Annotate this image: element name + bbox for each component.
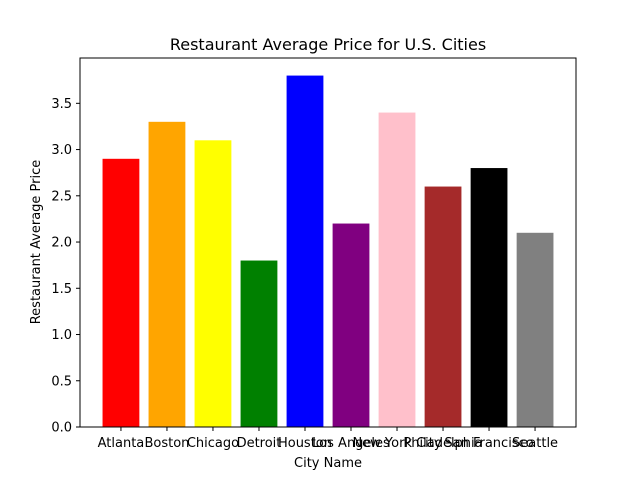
x-tick-label: Houston [278, 436, 332, 451]
x-tick-label: Detroit [237, 436, 282, 451]
y-tick-label: 3.5 [51, 97, 72, 112]
bar [470, 168, 508, 428]
x-tick-label: Atlanta [98, 436, 145, 451]
bar [378, 112, 416, 428]
bars-group [102, 75, 554, 428]
bar [102, 158, 140, 427]
bar [148, 121, 186, 428]
y-tick-label: 1.5 [51, 282, 72, 297]
y-tick-label: 2.0 [51, 236, 72, 251]
y-tick-label: 1.0 [51, 328, 72, 343]
bar [286, 75, 324, 428]
x-tick-label: Seattle [512, 436, 558, 451]
bar [332, 223, 370, 427]
y-axis: 0.0 0.5 1.0 1.5 2.0 2.5 3.0 3.5 [51, 97, 80, 436]
x-tick-label: Boston [144, 436, 189, 451]
x-axis-label: City Name [294, 456, 362, 471]
chart-title: Restaurant Average Price for U.S. Cities [170, 35, 486, 54]
x-tick-label: Los Angeles [312, 436, 390, 451]
x-tick-label: New York City [352, 436, 441, 451]
bar [240, 260, 278, 427]
x-tick-label: Philadelphia [403, 436, 482, 451]
y-tick-label: 2.5 [51, 189, 72, 204]
bar [194, 140, 232, 427]
y-axis-label: Restaurant Average Price [29, 160, 44, 325]
bar [424, 186, 462, 427]
y-tick-label: 0.5 [51, 374, 72, 389]
bar [516, 232, 554, 427]
y-tick-label: 0.0 [51, 421, 72, 436]
y-tick-label: 3.0 [51, 143, 72, 158]
x-tick-label: Chicago [187, 436, 239, 451]
x-tick-label: San Francisco [444, 436, 533, 451]
